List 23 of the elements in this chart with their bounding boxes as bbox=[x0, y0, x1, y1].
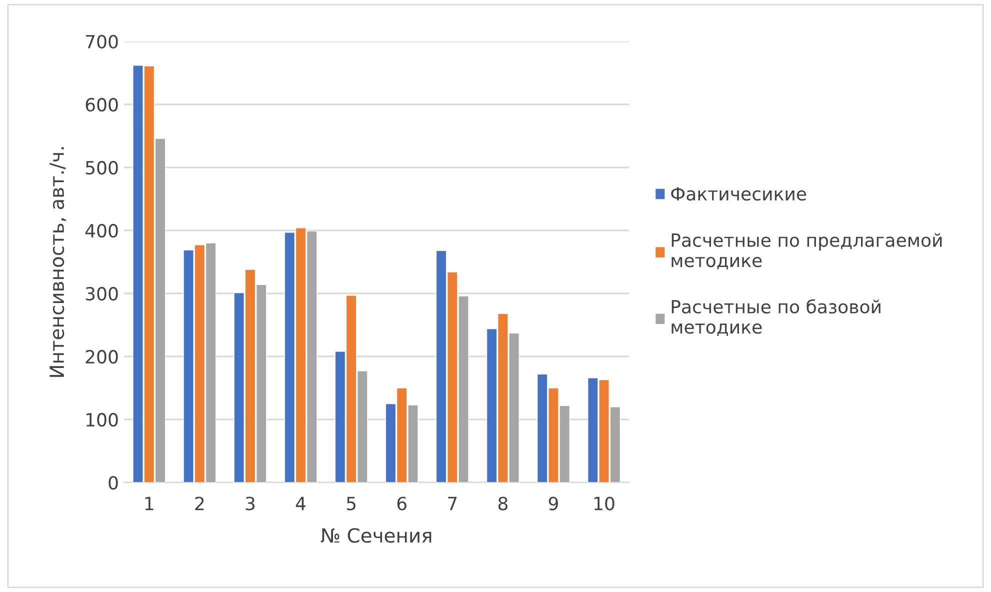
x-tick-label: 7 bbox=[448, 496, 457, 510]
x-tick-label: 6 bbox=[397, 496, 406, 510]
y-tick-label: 200 bbox=[86, 350, 118, 364]
y-tick-label: 500 bbox=[86, 160, 118, 175]
x-tick-label: 1 bbox=[145, 496, 154, 510]
y-tick-label: 400 bbox=[85, 224, 118, 238]
y-tick-label: 100 bbox=[86, 412, 118, 427]
x-tick-label: 10 bbox=[594, 496, 614, 510]
x-tick-label: 9 bbox=[548, 496, 558, 510]
x-axis-title: № Сечения bbox=[320, 528, 432, 543]
x-tick-label: 5 bbox=[346, 496, 356, 510]
x-tick-label: 2 bbox=[195, 496, 204, 510]
x-tick-label: 3 bbox=[246, 496, 255, 510]
y-tick-label: 700 bbox=[86, 34, 118, 49]
legend-label: Расчетные по базовой методике bbox=[672, 299, 880, 336]
y-axis-title: Интенсивность, авт./ч. bbox=[50, 147, 66, 377]
y-tick-label: 300 bbox=[86, 286, 118, 301]
x-tick-label: 8 bbox=[498, 496, 508, 510]
legend-label: Расчетные по предлагаемой методике bbox=[672, 233, 942, 270]
y-tick-label: 600 bbox=[86, 98, 118, 112]
y-tick-label: 0 bbox=[108, 476, 118, 490]
legend-label: Фактичесикие bbox=[671, 187, 806, 201]
x-tick-label: 4 bbox=[296, 496, 306, 510]
